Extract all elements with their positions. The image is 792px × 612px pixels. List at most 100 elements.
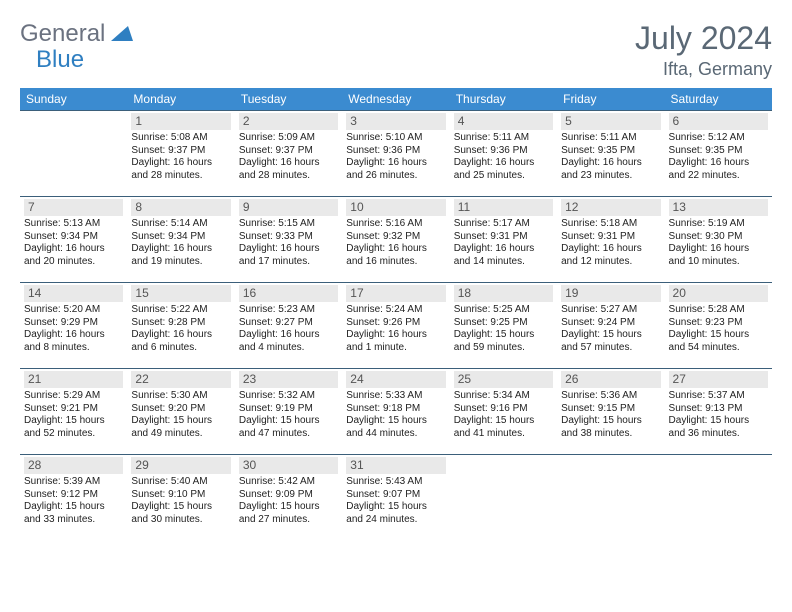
sunrise-line: Sunrise: 5:10 AM xyxy=(346,132,445,145)
day-number: 30 xyxy=(239,457,338,474)
day-number: 19 xyxy=(561,285,660,302)
daylight-line: Daylight: 15 hours and 44 minutes. xyxy=(346,415,445,440)
day-number: 16 xyxy=(239,285,338,302)
calendar-cell xyxy=(450,455,557,541)
calendar-cell: 23Sunrise: 5:32 AMSunset: 9:19 PMDayligh… xyxy=(235,369,342,455)
calendar-cell: 25Sunrise: 5:34 AMSunset: 9:16 PMDayligh… xyxy=(450,369,557,455)
daylight-line: Daylight: 16 hours and 19 minutes. xyxy=(131,243,230,268)
sunrise-line: Sunrise: 5:42 AM xyxy=(239,476,338,489)
logo-triangle-icon xyxy=(111,23,133,46)
calendar-cell: 18Sunrise: 5:25 AMSunset: 9:25 PMDayligh… xyxy=(450,283,557,369)
day-number: 8 xyxy=(131,199,230,216)
day-number: 4 xyxy=(454,113,553,130)
sunset-line: Sunset: 9:34 PM xyxy=(24,231,123,244)
day-number: 9 xyxy=(239,199,338,216)
day-number: 10 xyxy=(346,199,445,216)
calendar-cell: 5Sunrise: 5:11 AMSunset: 9:35 PMDaylight… xyxy=(557,111,664,197)
daylight-line: Daylight: 16 hours and 16 minutes. xyxy=(346,243,445,268)
sunrise-line: Sunrise: 5:34 AM xyxy=(454,390,553,403)
daylight-line: Daylight: 15 hours and 30 minutes. xyxy=(131,501,230,526)
calendar-cell: 24Sunrise: 5:33 AMSunset: 9:18 PMDayligh… xyxy=(342,369,449,455)
month-title: July 2024 xyxy=(635,20,772,57)
sunrise-line: Sunrise: 5:40 AM xyxy=(131,476,230,489)
day-number: 13 xyxy=(669,199,768,216)
calendar-cell: 7Sunrise: 5:13 AMSunset: 9:34 PMDaylight… xyxy=(20,197,127,283)
daylight-line: Daylight: 16 hours and 10 minutes. xyxy=(669,243,768,268)
sunrise-line: Sunrise: 5:32 AM xyxy=(239,390,338,403)
daylight-line: Daylight: 16 hours and 4 minutes. xyxy=(239,329,338,354)
calendar-cell xyxy=(557,455,664,541)
calendar-table: Sunday Monday Tuesday Wednesday Thursday… xyxy=(20,88,772,541)
calendar-cell: 9Sunrise: 5:15 AMSunset: 9:33 PMDaylight… xyxy=(235,197,342,283)
calendar-cell: 16Sunrise: 5:23 AMSunset: 9:27 PMDayligh… xyxy=(235,283,342,369)
location-label: Ifta, Germany xyxy=(635,59,772,80)
calendar-cell: 13Sunrise: 5:19 AMSunset: 9:30 PMDayligh… xyxy=(665,197,772,283)
daylight-line: Daylight: 15 hours and 49 minutes. xyxy=(131,415,230,440)
calendar-cell: 15Sunrise: 5:22 AMSunset: 9:28 PMDayligh… xyxy=(127,283,234,369)
day-number: 17 xyxy=(346,285,445,302)
sunrise-line: Sunrise: 5:18 AM xyxy=(561,218,660,231)
sunset-line: Sunset: 9:20 PM xyxy=(131,403,230,416)
sunset-line: Sunset: 9:32 PM xyxy=(346,231,445,244)
sunset-line: Sunset: 9:36 PM xyxy=(346,145,445,158)
calendar-cell: 26Sunrise: 5:36 AMSunset: 9:15 PMDayligh… xyxy=(557,369,664,455)
daylight-line: Daylight: 16 hours and 14 minutes. xyxy=(454,243,553,268)
day-number: 12 xyxy=(561,199,660,216)
daylight-line: Daylight: 15 hours and 54 minutes. xyxy=(669,329,768,354)
sunset-line: Sunset: 9:10 PM xyxy=(131,489,230,502)
daylight-line: Daylight: 15 hours and 36 minutes. xyxy=(669,415,768,440)
sunrise-line: Sunrise: 5:37 AM xyxy=(669,390,768,403)
day-number: 5 xyxy=(561,113,660,130)
sunset-line: Sunset: 9:15 PM xyxy=(561,403,660,416)
calendar-cell: 8Sunrise: 5:14 AMSunset: 9:34 PMDaylight… xyxy=(127,197,234,283)
calendar-cell: 2Sunrise: 5:09 AMSunset: 9:37 PMDaylight… xyxy=(235,111,342,197)
day-number: 28 xyxy=(24,457,123,474)
daylight-line: Daylight: 16 hours and 22 minutes. xyxy=(669,157,768,182)
weekday-header: Friday xyxy=(557,88,664,111)
sunrise-line: Sunrise: 5:22 AM xyxy=(131,304,230,317)
logo-text-general: General xyxy=(20,20,105,48)
sunrise-line: Sunrise: 5:11 AM xyxy=(454,132,553,145)
day-number: 31 xyxy=(346,457,445,474)
calendar-cell: 10Sunrise: 5:16 AMSunset: 9:32 PMDayligh… xyxy=(342,197,449,283)
sunrise-line: Sunrise: 5:33 AM xyxy=(346,390,445,403)
day-number: 29 xyxy=(131,457,230,474)
sunrise-line: Sunrise: 5:09 AM xyxy=(239,132,338,145)
daylight-line: Daylight: 15 hours and 33 minutes. xyxy=(24,501,123,526)
daylight-line: Daylight: 15 hours and 38 minutes. xyxy=(561,415,660,440)
calendar-cell: 17Sunrise: 5:24 AMSunset: 9:26 PMDayligh… xyxy=(342,283,449,369)
daylight-line: Daylight: 16 hours and 28 minutes. xyxy=(131,157,230,182)
sunset-line: Sunset: 9:37 PM xyxy=(239,145,338,158)
sunset-line: Sunset: 9:16 PM xyxy=(454,403,553,416)
calendar-cell: 30Sunrise: 5:42 AMSunset: 9:09 PMDayligh… xyxy=(235,455,342,541)
day-number: 6 xyxy=(669,113,768,130)
sunrise-line: Sunrise: 5:20 AM xyxy=(24,304,123,317)
sunrise-line: Sunrise: 5:24 AM xyxy=(346,304,445,317)
daylight-line: Daylight: 15 hours and 47 minutes. xyxy=(239,415,338,440)
calendar-cell: 19Sunrise: 5:27 AMSunset: 9:24 PMDayligh… xyxy=(557,283,664,369)
calendar-cell: 6Sunrise: 5:12 AMSunset: 9:35 PMDaylight… xyxy=(665,111,772,197)
calendar-cell: 14Sunrise: 5:20 AMSunset: 9:29 PMDayligh… xyxy=(20,283,127,369)
day-number: 26 xyxy=(561,371,660,388)
sunrise-line: Sunrise: 5:43 AM xyxy=(346,476,445,489)
calendar-cell: 21Sunrise: 5:29 AMSunset: 9:21 PMDayligh… xyxy=(20,369,127,455)
logo: General xyxy=(20,20,135,48)
day-number: 2 xyxy=(239,113,338,130)
sunrise-line: Sunrise: 5:15 AM xyxy=(239,218,338,231)
daylight-line: Daylight: 16 hours and 23 minutes. xyxy=(561,157,660,182)
daylight-line: Daylight: 16 hours and 6 minutes. xyxy=(131,329,230,354)
daylight-line: Daylight: 16 hours and 25 minutes. xyxy=(454,157,553,182)
sunset-line: Sunset: 9:34 PM xyxy=(131,231,230,244)
calendar-cell: 28Sunrise: 5:39 AMSunset: 9:12 PMDayligh… xyxy=(20,455,127,541)
sunrise-line: Sunrise: 5:19 AM xyxy=(669,218,768,231)
calendar-cell: 31Sunrise: 5:43 AMSunset: 9:07 PMDayligh… xyxy=(342,455,449,541)
daylight-line: Daylight: 16 hours and 8 minutes. xyxy=(24,329,123,354)
weekday-header: Saturday xyxy=(665,88,772,111)
weekday-header-row: Sunday Monday Tuesday Wednesday Thursday… xyxy=(20,88,772,111)
calendar-cell xyxy=(20,111,127,197)
weekday-header: Monday xyxy=(127,88,234,111)
daylight-line: Daylight: 15 hours and 59 minutes. xyxy=(454,329,553,354)
sunset-line: Sunset: 9:31 PM xyxy=(454,231,553,244)
weekday-header: Thursday xyxy=(450,88,557,111)
daylight-line: Daylight: 15 hours and 41 minutes. xyxy=(454,415,553,440)
